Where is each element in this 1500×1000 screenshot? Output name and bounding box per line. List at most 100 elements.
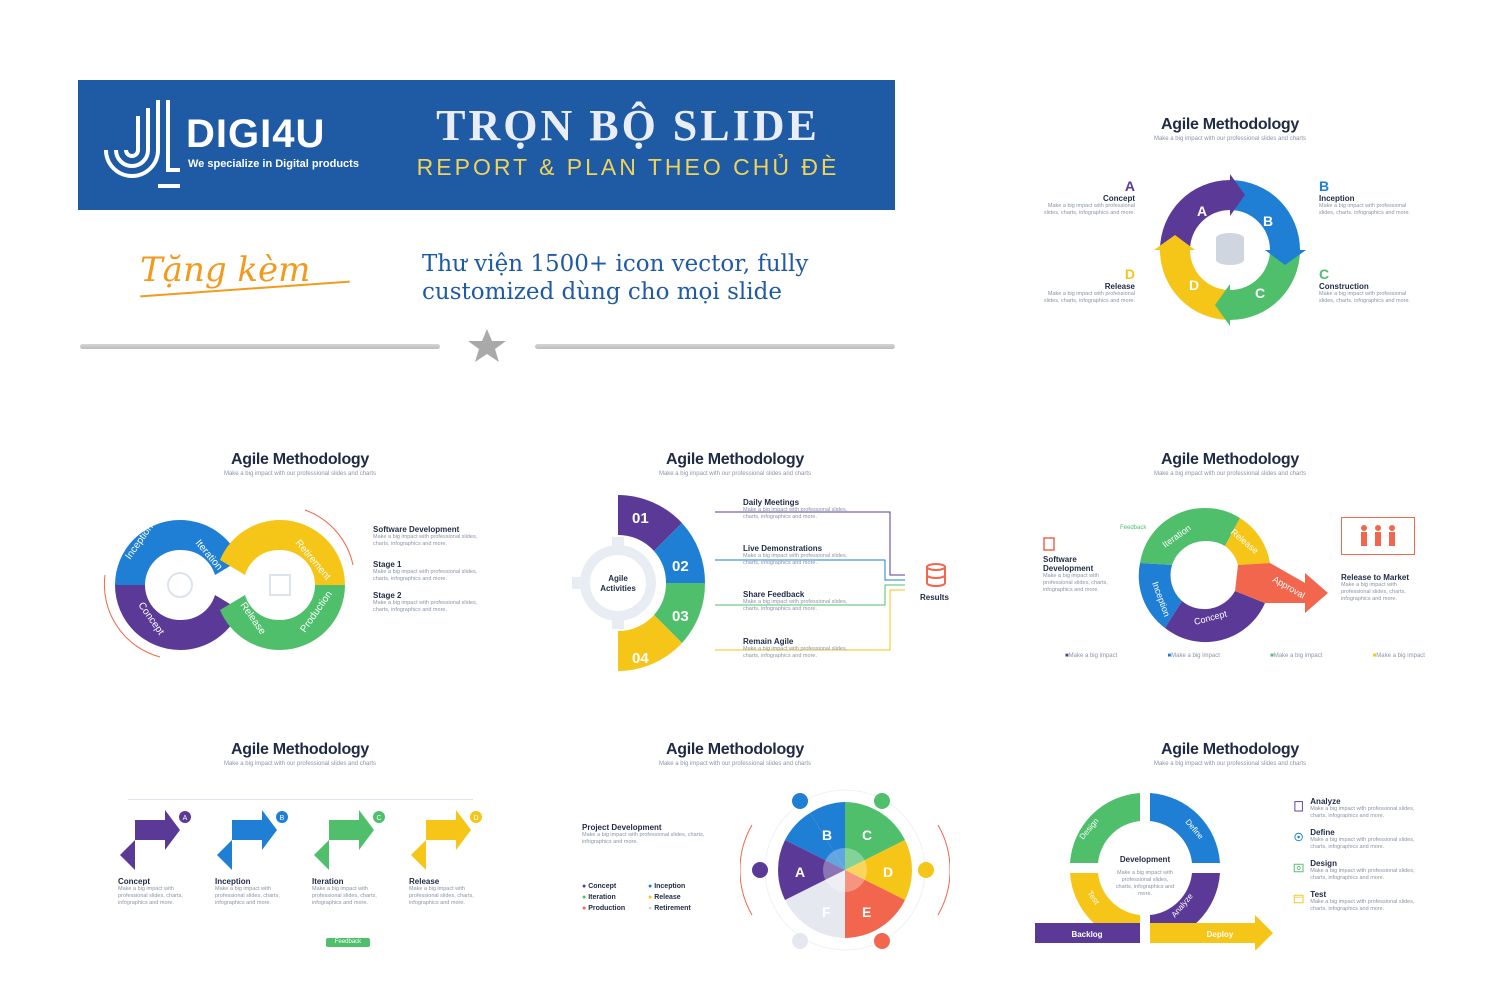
activity-1-title: Daily Meetings <box>743 498 800 507</box>
slide-title: Agile Methodology <box>665 741 804 758</box>
brand-tagline: We specialize in Digital products <box>188 158 359 170</box>
step-c-badge: C <box>376 815 381 822</box>
center-line2: Activities <box>600 584 636 593</box>
activity-3: Share Feedback Make a big impact with pr… <box>743 590 853 613</box>
step-release-desc: Make a big impact with professional slid… <box>409 886 474 906</box>
label-b-desc: Make a big impact with professional slid… <box>1319 203 1411 216</box>
star-icon <box>468 329 506 362</box>
label-c: C Construction Make a big impact with pr… <box>1319 266 1419 305</box>
arrows-topline <box>128 799 473 800</box>
activity-4: Remain Agile Make a big impact with prof… <box>743 637 853 660</box>
item-analyze-desc: Make a big impact with professional slid… <box>1310 806 1415 819</box>
slide-subtitle: Make a big impact with our professional … <box>1153 136 1307 142</box>
slide-title: Agile Methodology <box>230 451 369 468</box>
activity-2-desc: Make a big impact with professional slid… <box>743 553 848 566</box>
step-b-badge: B <box>280 815 285 822</box>
num-02: 02 <box>672 558 689 575</box>
promo-line-1: Thư viện 1500+ icon vector, fully <box>422 251 809 277</box>
activity-1-desc: Make a big impact with professional slid… <box>743 507 848 520</box>
step-concept: Concept Make a big impact with professio… <box>118 877 203 907</box>
slide-hexagon: Agile Methodology Make a big impact with… <box>565 735 965 955</box>
step-iteration: Iteration Make a big impact with profess… <box>312 877 397 907</box>
activity-3-desc: Make a big impact with professional slid… <box>743 599 848 612</box>
phase-legend: ● Concept ● Inception ● Iteration ● Rele… <box>582 883 712 912</box>
loop-diagram: Iteration Release Inception Concept Appr… <box>1138 507 1328 643</box>
step-concept-desc: Make a big impact with professional slid… <box>118 886 183 906</box>
note-head: Software Development <box>373 525 460 534</box>
bonus-label: Tặng kèm <box>140 250 311 290</box>
deploy-label: Deploy <box>1207 930 1234 939</box>
label-c-letter: C <box>1319 266 1330 282</box>
label-a-desc: Make a big impact with professional slid… <box>1043 203 1135 216</box>
feedback-tag: Feedback <box>1120 525 1147 531</box>
item-design: Design Make a big impact with professiona… <box>1293 859 1423 882</box>
left-note: Software Development Make a big impact w… <box>1043 555 1123 594</box>
promo-line-2: customized dùng cho mọi slide <box>422 279 782 305</box>
item-test-desc: Make a big impact with professional slid… <box>1310 899 1415 912</box>
brand-name: DIGI4U <box>186 112 326 156</box>
step-d-badge: D <box>473 815 478 822</box>
step-inception-title: Inception <box>215 877 251 886</box>
label-a-title: Concept <box>1103 194 1135 203</box>
slide-subtitle: Make a big impact with our professional … <box>223 761 377 767</box>
label-b: B Inception Make a big impact with profe… <box>1319 178 1419 217</box>
activity-4-title: Remain Agile <box>743 637 794 646</box>
center-line1: Agile <box>608 574 628 583</box>
step-concept-title: Concept <box>118 877 150 886</box>
document-icon <box>1043 537 1055 551</box>
step-release: Release Make a big impact with professio… <box>409 877 494 907</box>
slide-subtitle: Make a big impact with our professional … <box>1153 471 1307 477</box>
label-a: A Concept Make a big impact with profess… <box>1035 178 1135 217</box>
legend-iteration: ● Iteration <box>582 894 616 901</box>
item-define-title: Define <box>1310 828 1335 837</box>
project-note: Project Development Make a big impact wi… <box>582 823 712 846</box>
legend-item-2: ■Make a big impact <box>1167 653 1220 659</box>
left-note-line2: Development <box>1043 564 1094 573</box>
slide-activities: Agile Methodology Make a big impact with… <box>565 445 965 675</box>
ring-center-desc: Make a big impact with professional slid… <box>1115 870 1175 897</box>
promo-text: Thư viện 1500+ icon vector, fully custom… <box>422 250 892 306</box>
label-a-letter: A <box>1124 178 1135 194</box>
hex-c: C <box>862 827 872 843</box>
legend-item-1: ■Make a big impact <box>1065 653 1118 659</box>
ring-diagram: Design Define Test Analyze Development B… <box>1035 793 1273 950</box>
seg-letter-c: C <box>1255 285 1265 301</box>
label-c-desc: Make a big impact with professional slid… <box>1319 291 1411 304</box>
step-inception-desc: Make a big impact with professional slid… <box>215 886 280 906</box>
cycle-diagram: A B C D <box>1154 174 1306 326</box>
note-stage1-desc: Make a big impact with professional slid… <box>373 569 478 582</box>
seg-letter-d: D <box>1189 277 1199 293</box>
item-define: Define Make a big impact with professiona… <box>1293 828 1423 851</box>
ring-right-list: Analyze Make a big impact with profession… <box>1293 797 1423 913</box>
header-banner: DIGI4U We specialize in Digital products… <box>78 80 895 210</box>
item-analyze: Analyze Make a big impact with profession… <box>1293 797 1423 820</box>
hex-a: A <box>795 864 805 880</box>
legend-row: ■Make a big impact ■Make a big impact ■M… <box>1065 653 1425 659</box>
project-note-title: Project Development <box>582 823 662 832</box>
step-a-badge: A <box>183 815 188 822</box>
ring-center: Development <box>1120 855 1171 864</box>
step-inception: Inception Make a big impact with profess… <box>215 877 300 907</box>
project-note-desc: Make a big impact with professional slid… <box>582 832 705 845</box>
slide-arrows: Agile Methodology Make a big impact with… <box>100 735 500 955</box>
banner-subtitle: REPORT & PLAN THEO CHỦ ĐÈ <box>416 154 840 180</box>
digi4u-logo-icon <box>104 100 180 188</box>
slide-subtitle: Make a big impact with our professional … <box>223 471 377 477</box>
item-design-desc: Make a big impact with professional slid… <box>1310 868 1415 881</box>
item-test-title: Test <box>1310 890 1327 899</box>
people-box <box>1341 517 1415 555</box>
slide-infinity: Agile Methodology Make a big impact with… <box>100 445 500 675</box>
label-b-letter: B <box>1319 178 1330 194</box>
slide-title: Agile Methodology <box>1160 116 1299 133</box>
banner-title: TRỌN BỘ SLIDE <box>436 101 820 150</box>
hex-e: E <box>862 904 871 920</box>
slide-title: Agile Methodology <box>665 451 804 468</box>
seg-letter-a: A <box>1197 203 1207 219</box>
gear-diagram: 01 02 03 04 Agile Activities <box>572 495 706 671</box>
left-note-desc: Make a big impact with professional slid… <box>1043 573 1108 593</box>
note-stage2: Stage 2 <box>373 591 402 600</box>
item-test: Test Make a big impact with professional … <box>1293 890 1423 913</box>
left-note-line1: Software <box>1043 555 1077 564</box>
item-define-desc: Make a big impact with professional slid… <box>1310 837 1415 850</box>
hexagon-diagram: B C D E F A <box>740 789 950 951</box>
